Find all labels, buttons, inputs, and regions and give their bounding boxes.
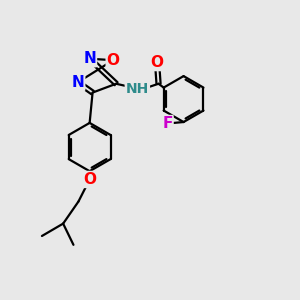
Text: O: O: [83, 172, 96, 187]
Text: N: N: [83, 51, 96, 66]
Text: F: F: [162, 116, 172, 131]
Text: O: O: [151, 55, 164, 70]
Text: N: N: [71, 75, 84, 90]
Text: NH: NH: [126, 82, 149, 96]
Text: O: O: [107, 53, 120, 68]
